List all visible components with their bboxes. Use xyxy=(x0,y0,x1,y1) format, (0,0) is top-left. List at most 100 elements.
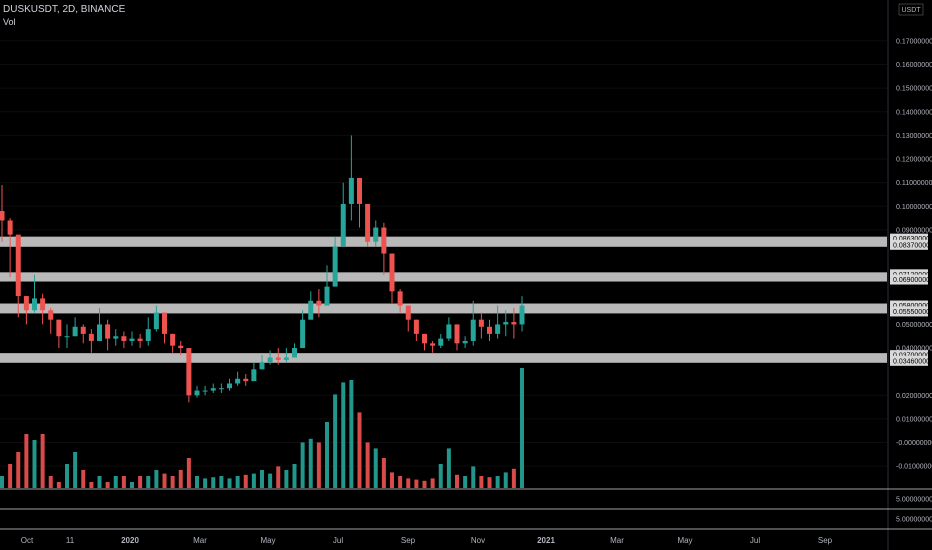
candle-body xyxy=(178,345,184,349)
price-tick-label: 0.16000000 xyxy=(896,62,932,69)
candle-body xyxy=(389,253,395,292)
volume-bar xyxy=(178,470,183,488)
candle-body xyxy=(283,357,289,360)
candle-body xyxy=(170,333,176,346)
time-tick-label: May xyxy=(677,536,692,545)
zone-price-tag xyxy=(890,274,928,285)
zone-price-tag xyxy=(890,355,928,366)
candle-body xyxy=(97,324,102,341)
time-tick-label: Oct xyxy=(21,536,34,545)
price-axis[interactable]: USDT 0.17000000 0.16000000 0.15000000 0.1400… xyxy=(887,0,932,550)
volume-bar xyxy=(511,468,516,488)
candle-body xyxy=(137,338,143,341)
candle-body xyxy=(259,362,265,370)
pane-tick-label: 5.00000000 xyxy=(896,497,932,504)
candle-body xyxy=(251,369,257,382)
price-tick-label: 0.11000000 xyxy=(896,180,932,187)
candle-body xyxy=(397,291,403,306)
candle-body xyxy=(129,338,135,341)
zone-price-tag xyxy=(890,233,928,244)
volume-bar xyxy=(121,476,126,488)
volume-bar xyxy=(81,470,86,488)
volume-bar xyxy=(65,464,69,488)
volume-bar xyxy=(455,474,459,488)
candle-body xyxy=(292,348,297,358)
candle-body xyxy=(15,234,21,297)
price-tick-label: 0.04000000 xyxy=(896,346,932,353)
volume-bar xyxy=(349,380,354,488)
volume-bar xyxy=(268,473,273,488)
volume-bar xyxy=(471,466,476,488)
volume-bar xyxy=(162,473,167,488)
zone-price-label: 0.08370000 xyxy=(893,242,930,249)
volume-bar xyxy=(430,478,435,488)
time-tick-label: Jul xyxy=(333,536,343,545)
price-tick-label: 0.05000000 xyxy=(896,322,932,329)
volume-bar xyxy=(40,434,45,488)
time-tick-label: 2020 xyxy=(121,536,139,545)
volume-bar xyxy=(0,476,4,488)
zone-price-tag xyxy=(890,350,928,361)
volume-bar xyxy=(333,394,338,488)
candle-body xyxy=(113,336,119,339)
sr-zone xyxy=(0,272,887,282)
price-tick-label: 0.13000000 xyxy=(896,133,932,140)
volume-bar xyxy=(16,452,21,488)
candle-body xyxy=(145,329,151,341)
volume-bar xyxy=(138,476,143,488)
candle-body xyxy=(153,312,159,330)
time-axis[interactable]: Oct 11 2020 Mar May Jul Sep Nov 2021 Mar May Jul Sep xyxy=(21,536,833,545)
volume-bar xyxy=(406,478,411,488)
volume-bar xyxy=(487,477,492,488)
volume-label: Vol xyxy=(3,17,16,27)
candle-body xyxy=(454,324,460,344)
volume-bar xyxy=(373,448,378,488)
candle-body xyxy=(487,326,492,334)
candle-body xyxy=(365,203,371,242)
candle-body xyxy=(40,298,46,311)
candle-body xyxy=(308,300,314,320)
volume-bar xyxy=(463,476,468,488)
volume-bars xyxy=(0,368,524,488)
volume-bar xyxy=(325,422,329,488)
currency-label: USDT xyxy=(901,7,921,14)
volume-bar xyxy=(438,464,443,488)
candle-body xyxy=(56,319,62,337)
candle-body xyxy=(422,333,427,344)
candle-body xyxy=(80,326,86,334)
pane-tick-label: 5.00000000 xyxy=(896,517,932,524)
price-tick-label: 0.15000000 xyxy=(896,86,932,93)
volume-bar xyxy=(73,452,78,488)
volume-bar xyxy=(170,476,175,488)
candle-body xyxy=(121,336,127,341)
volume-bar xyxy=(251,473,256,488)
volume-bar xyxy=(260,470,264,488)
candle-body xyxy=(64,336,70,338)
volume-bar xyxy=(48,476,53,488)
volume-bar xyxy=(479,476,484,488)
time-tick-label: Sep xyxy=(401,536,416,545)
price-tick-label: 0.12000000 xyxy=(896,157,932,164)
volume-bar xyxy=(89,482,94,488)
candle-body xyxy=(381,227,387,254)
volume-bar xyxy=(357,412,362,488)
candle-body xyxy=(186,348,192,396)
price-tick-label: 0.02000000 xyxy=(896,393,932,400)
volume-bar xyxy=(292,464,297,488)
candle-body xyxy=(316,300,322,306)
volume-bar xyxy=(495,476,500,488)
candle-body xyxy=(72,326,78,337)
candle-body xyxy=(478,319,484,327)
volume-bar xyxy=(398,476,403,488)
volume-bar xyxy=(113,476,118,488)
volume-bar xyxy=(32,440,37,488)
volume-bar xyxy=(520,368,524,488)
candle-body xyxy=(202,390,208,392)
candle-body xyxy=(32,298,37,311)
candlesticks xyxy=(0,135,525,403)
time-tick-label: 11 xyxy=(66,536,75,545)
candle-body xyxy=(348,177,354,204)
volume-bar xyxy=(8,464,13,488)
volume-bar xyxy=(105,482,110,488)
